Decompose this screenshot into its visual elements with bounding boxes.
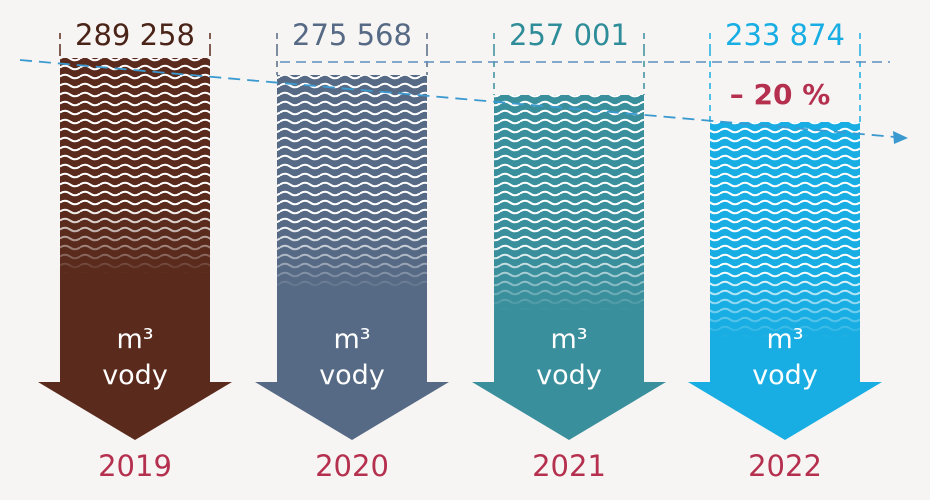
- unit: m³: [766, 324, 803, 355]
- year: 2021: [532, 449, 606, 483]
- unit-label: vody: [102, 360, 168, 391]
- waves: [60, 58, 210, 328]
- unit-label: vody: [536, 360, 602, 391]
- waves: [277, 75, 427, 345]
- unit: m³: [333, 324, 370, 355]
- value: 233 874: [725, 18, 845, 52]
- annotation: – 20 %: [730, 78, 831, 111]
- value: 289 258: [75, 18, 195, 52]
- unit-label: vody: [752, 360, 818, 391]
- trend-line: [19, 59, 896, 138]
- year: 2020: [315, 449, 389, 483]
- unit: m³: [550, 324, 587, 355]
- trend-arrowhead: [893, 131, 908, 144]
- waves: [710, 122, 860, 392]
- value: 275 568: [292, 18, 412, 52]
- year: 2019: [98, 449, 172, 483]
- value: 257 001: [509, 18, 629, 52]
- unit-label: vody: [319, 360, 385, 391]
- unit: m³: [116, 324, 153, 355]
- year: 2022: [748, 449, 822, 483]
- waves: [494, 95, 644, 365]
